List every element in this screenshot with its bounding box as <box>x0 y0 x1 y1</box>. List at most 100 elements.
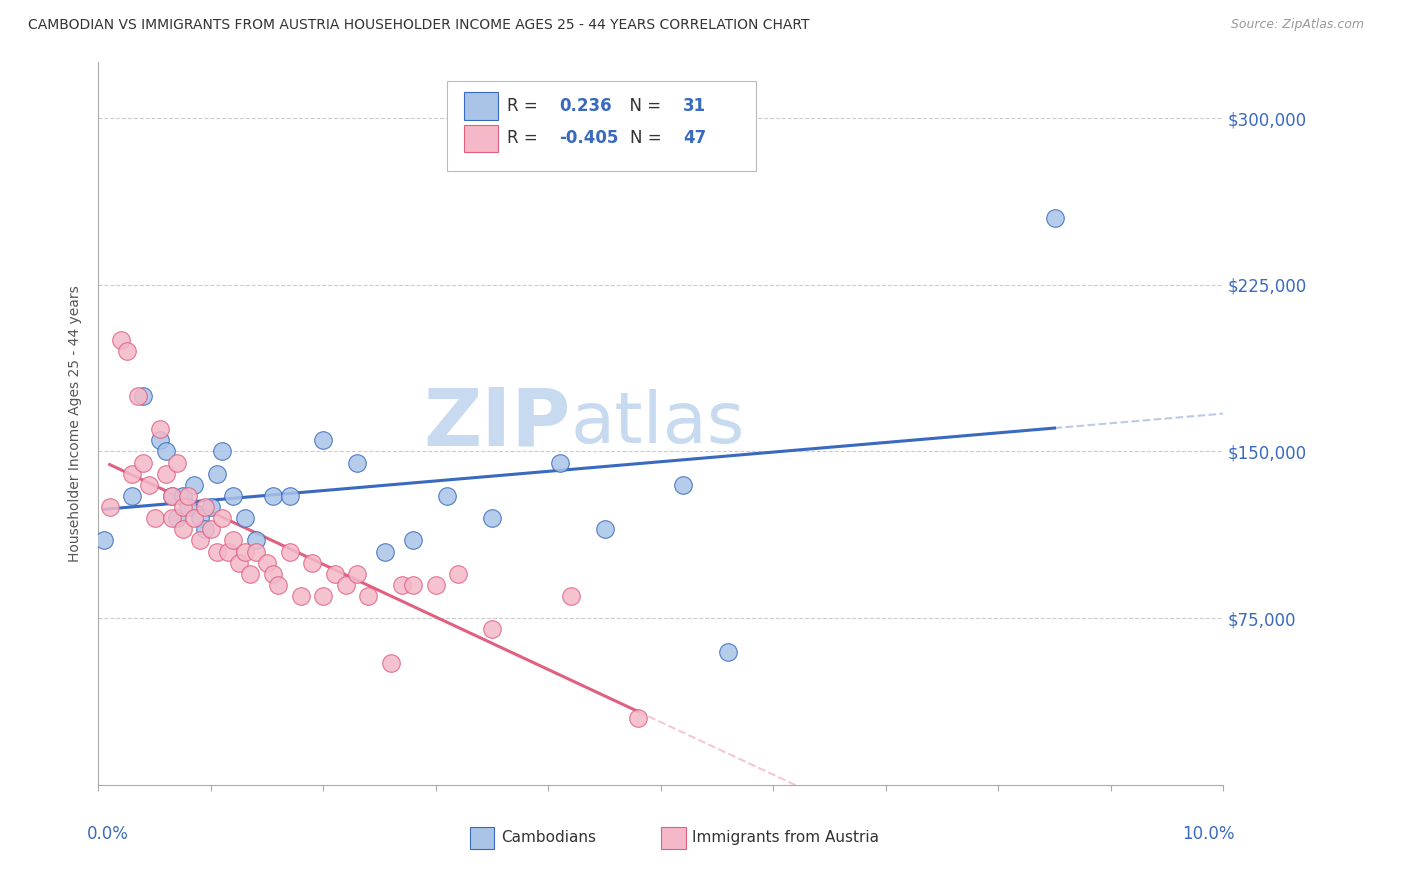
Point <box>172 522 194 536</box>
Point <box>177 489 200 503</box>
Point <box>245 544 267 558</box>
Point <box>425 578 447 592</box>
Text: -0.405: -0.405 <box>560 129 619 147</box>
Point <box>312 434 335 448</box>
Point <box>183 511 205 525</box>
Point <box>672 478 695 492</box>
Point <box>98 500 121 514</box>
Text: 0.236: 0.236 <box>560 97 612 115</box>
Point <box>127 389 149 403</box>
Point <box>267 578 290 592</box>
Point <box>138 478 160 492</box>
Point <box>233 511 256 525</box>
Point <box>228 556 250 570</box>
Point <box>380 656 402 670</box>
Point <box>239 566 262 581</box>
Point <box>262 489 284 503</box>
Point <box>222 489 245 503</box>
Point <box>121 467 143 481</box>
Point <box>143 511 166 525</box>
Point <box>481 511 503 525</box>
Text: 31: 31 <box>683 97 706 115</box>
Point <box>205 544 228 558</box>
Point <box>357 589 380 603</box>
Text: R =: R = <box>506 97 543 115</box>
Point <box>1043 211 1066 225</box>
Text: atlas: atlas <box>571 389 745 458</box>
Point <box>245 533 267 548</box>
Point <box>262 566 284 581</box>
FancyBboxPatch shape <box>661 827 686 848</box>
Point <box>172 489 194 503</box>
Point <box>323 566 346 581</box>
Point <box>560 589 582 603</box>
Point <box>205 467 228 481</box>
Point <box>160 511 183 525</box>
Point <box>481 623 503 637</box>
Point <box>160 489 183 503</box>
Point <box>391 578 413 592</box>
Point <box>177 500 200 514</box>
Point <box>346 456 368 470</box>
Point <box>548 456 571 470</box>
Point <box>200 522 222 536</box>
Text: R =: R = <box>506 129 543 147</box>
Text: Source: ZipAtlas.com: Source: ZipAtlas.com <box>1230 18 1364 31</box>
Point <box>346 566 368 581</box>
Point <box>278 489 301 503</box>
Point <box>166 456 188 470</box>
Point <box>335 578 357 592</box>
Text: 10.0%: 10.0% <box>1182 825 1234 843</box>
Text: Cambodians: Cambodians <box>501 830 596 846</box>
Point <box>121 489 143 503</box>
Y-axis label: Householder Income Ages 25 - 44 years: Householder Income Ages 25 - 44 years <box>69 285 83 562</box>
Point <box>183 478 205 492</box>
FancyBboxPatch shape <box>470 827 495 848</box>
Point <box>217 544 239 558</box>
Point <box>301 556 323 570</box>
Point <box>222 533 245 548</box>
Point <box>233 544 256 558</box>
Point <box>188 511 211 525</box>
Point <box>93 533 115 548</box>
Point <box>627 711 650 725</box>
Text: N =: N = <box>619 97 666 115</box>
Point <box>166 511 188 525</box>
Point <box>211 511 233 525</box>
Point <box>374 544 396 558</box>
Point <box>200 500 222 514</box>
Text: N =: N = <box>630 129 668 147</box>
Point <box>402 533 425 548</box>
Point <box>132 456 155 470</box>
Point <box>160 489 183 503</box>
Point <box>155 467 177 481</box>
Point <box>290 589 312 603</box>
FancyBboxPatch shape <box>464 125 498 152</box>
Point <box>312 589 335 603</box>
Point <box>132 389 155 403</box>
Point <box>149 422 172 436</box>
Point <box>211 444 233 458</box>
Point <box>278 544 301 558</box>
Point <box>188 533 211 548</box>
Text: CAMBODIAN VS IMMIGRANTS FROM AUSTRIA HOUSEHOLDER INCOME AGES 25 - 44 YEARS CORRE: CAMBODIAN VS IMMIGRANTS FROM AUSTRIA HOU… <box>28 18 810 32</box>
FancyBboxPatch shape <box>464 92 498 120</box>
Point <box>593 522 616 536</box>
Point <box>717 644 740 658</box>
FancyBboxPatch shape <box>447 80 756 171</box>
Text: ZIP: ZIP <box>423 384 571 463</box>
Point <box>194 522 217 536</box>
Point <box>436 489 458 503</box>
Point <box>110 334 132 348</box>
Point <box>115 344 138 359</box>
Point <box>172 500 194 514</box>
Point <box>402 578 425 592</box>
Text: Immigrants from Austria: Immigrants from Austria <box>692 830 879 846</box>
Point <box>447 566 470 581</box>
Text: 0.0%: 0.0% <box>87 825 129 843</box>
Point <box>149 434 172 448</box>
Point <box>256 556 278 570</box>
Point <box>194 500 217 514</box>
Point <box>155 444 177 458</box>
Text: 47: 47 <box>683 129 707 147</box>
